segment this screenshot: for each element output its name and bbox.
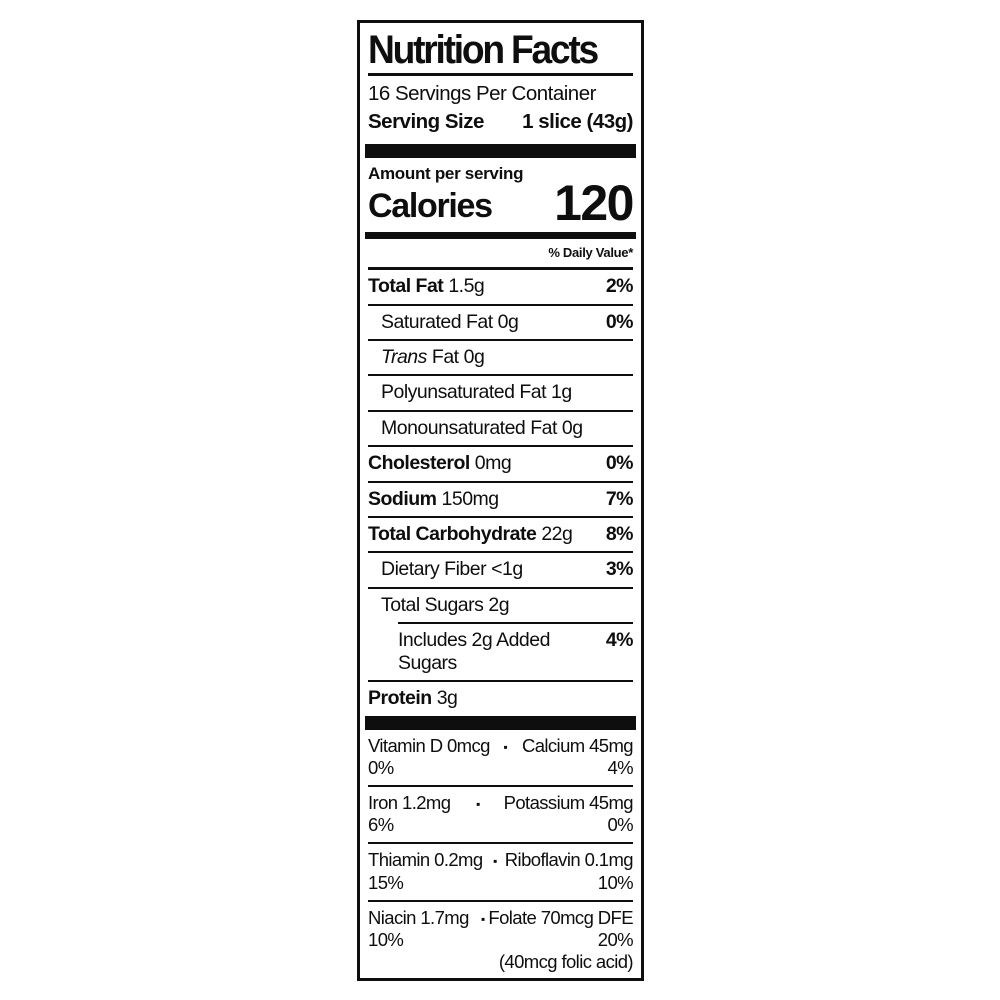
bullet-icon: ▪ [481, 911, 485, 926]
divider [368, 516, 633, 519]
nutrient-name: Polyunsaturated Fat [381, 381, 547, 404]
nutrient-amount: 0g [561, 416, 583, 439]
nutrient-name: Monounsaturated Fat [381, 416, 557, 439]
nutrient-dv: 2% [605, 275, 634, 298]
nutrient-dv: 0% [605, 310, 634, 333]
divider [368, 784, 633, 787]
nutrient-row-total-fat: Total Fat 1.5g 2% [368, 270, 634, 303]
divider [368, 303, 633, 306]
micronutrient-right: Potassium 45mg 0% [503, 791, 634, 836]
divider [368, 680, 633, 683]
nutrient-amount: 0mg [474, 452, 512, 475]
nutrient-dv: 7% [605, 487, 634, 510]
divider [368, 842, 633, 845]
divider [368, 338, 633, 341]
micronutrient-row-3: Thiamin 0.2mg 15% ▪ Riboflavin 0.1mg 10% [368, 844, 634, 899]
nutrient-name: Dietary Fiber [381, 558, 487, 581]
nutrient-row-monounsaturated-fat: Monounsaturated Fat 0g [368, 412, 633, 445]
bullet-icon: ▪ [476, 796, 480, 811]
micronutrient-left: Vitamin D 0mcg 0% [368, 734, 490, 778]
divider-partial [398, 622, 633, 625]
serving-size-label: Serving Size [368, 110, 484, 134]
label-title: Nutrition Facts [368, 28, 599, 72]
micronutrient-right-line2: (40mcg folic acid) [498, 951, 634, 973]
nutrient-dv: 0% [605, 452, 634, 475]
calories-value: 120 [554, 175, 634, 232]
divider [368, 72, 633, 76]
divider [368, 899, 633, 902]
nutrient-row-polyunsaturated-fat: Polyunsaturated Fat 1g [368, 376, 633, 409]
calories-row: Calories 120 [368, 175, 634, 232]
micronutrient-row-4: Niacin 1.7mg 10% ▪ Folate 70mcg DFE 20%(… [368, 902, 634, 978]
nutrient-name: Total Carbohydrate [368, 523, 537, 546]
thick-bar [365, 144, 636, 159]
nutrient-amount: 22g [541, 523, 573, 546]
nutrient-amount: 1g [551, 381, 572, 404]
micronutrient-row-1: Vitamin D 0mcg 0% ▪ Calcium 45mg 4% [368, 730, 634, 785]
nutrient-row-protein: Protein 3g [368, 682, 633, 715]
serving-size-value: 1 slice (43g) [522, 110, 633, 134]
nutrient-row-trans-fat: Trans Fat 0g [368, 341, 633, 374]
thick-bar [365, 979, 636, 981]
divider [368, 586, 633, 589]
micronutrient-left: Iron 1.2mg 6% [368, 791, 451, 836]
divider [368, 551, 633, 554]
amount-per-serving: Amount per serving [368, 164, 524, 184]
divider [368, 480, 633, 483]
nutrient-name: Protein [368, 687, 432, 710]
nutrient-name: Cholesterol [368, 452, 470, 475]
nutrient-amount: 1.5g [448, 275, 485, 298]
nutrient-dv: 8% [605, 523, 634, 546]
divider [368, 445, 633, 448]
nutrient-row-added-sugars: Includes 2g Added Sugars 4% [368, 624, 634, 680]
nutrient-dv: 3% [605, 558, 634, 581]
nutrient-row-cholesterol: Cholesterol 0mg 0% [368, 447, 634, 480]
daily-value-header: % Daily Value* [548, 245, 633, 261]
micronutrient-right: Riboflavin 0.1mg 10% [504, 849, 634, 893]
micronutrient-right: Calcium 45mg 4% [521, 734, 634, 778]
nutrient-name-italic: Trans [381, 345, 427, 368]
nutrient-amount: 2g [488, 593, 510, 616]
nutrient-dv: 4% [605, 629, 634, 652]
divider [368, 267, 633, 271]
nutrient-amount: <1g [491, 558, 523, 581]
micronutrient-left: Thiamin 0.2mg 15% [368, 849, 483, 893]
servings-per-container: 16 Servings Per Container [368, 81, 596, 105]
nutrient-row-total-carbohydrate: Total Carbohydrate 22g 8% [368, 518, 634, 551]
calories-label: Calories [368, 186, 493, 225]
nutrient-name: Includes 2g Added Sugars [398, 629, 550, 674]
nutrient-amount: 0g [463, 345, 485, 368]
nutrient-row-dietary-fiber: Dietary Fiber <1g 3% [368, 553, 634, 586]
micronutrient-row-2: Iron 1.2mg 6% ▪ Potassium 45mg 0% [368, 787, 634, 842]
bullet-icon: ▪ [493, 854, 497, 869]
nutrient-amount: 3g [436, 687, 458, 710]
serving-size-row: Serving Size 1 slice (43g) [368, 110, 633, 144]
nutrient-name: Fat [431, 345, 459, 368]
nutrient-row-total-sugars: Total Sugars 2g [368, 589, 633, 622]
nutrient-amount: 0g [497, 310, 519, 333]
nutrient-name: Saturated Fat [381, 310, 493, 333]
nutrition-facts-label: Nutrition Facts 16 Servings Per Containe… [357, 20, 644, 981]
micronutrient-right: Folate 70mcg DFE 20% [488, 906, 633, 950]
nutrient-row-saturated-fat: Saturated Fat 0g 0% [368, 306, 634, 339]
nutrient-name: Sodium [368, 487, 437, 510]
micronutrient-left: Niacin 1.7mg 10% [368, 906, 469, 950]
nutrient-name: Total Fat [368, 275, 444, 298]
thick-bar [365, 715, 636, 730]
nutrient-amount: 150mg [441, 487, 500, 510]
divider [368, 409, 633, 412]
medium-bar [365, 232, 636, 240]
bullet-icon: ▪ [503, 739, 508, 754]
divider [368, 374, 633, 377]
nutrient-name: Total Sugars [381, 593, 484, 616]
nutrient-row-sodium: Sodium 150mg 7% [368, 483, 634, 516]
